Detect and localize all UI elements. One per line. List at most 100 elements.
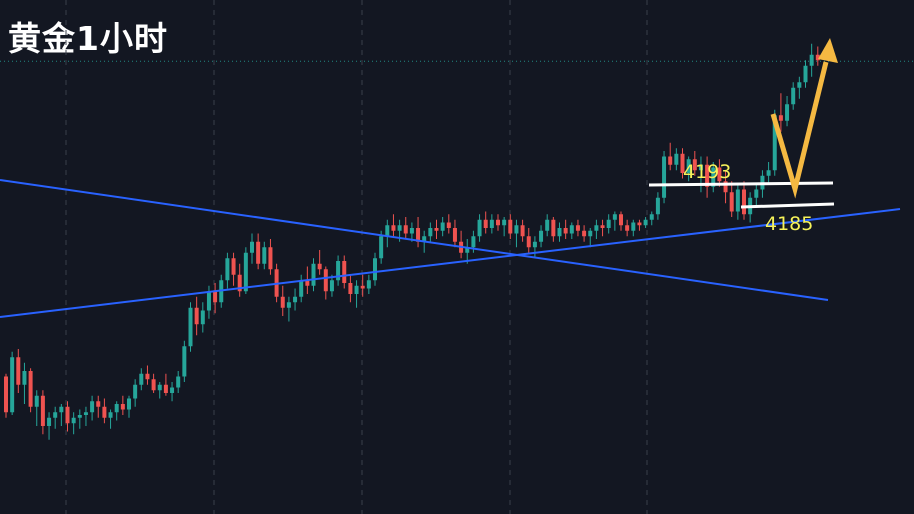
candle-body bbox=[59, 406, 64, 413]
candle-body bbox=[317, 263, 322, 270]
candle-body bbox=[188, 307, 193, 347]
candle-body bbox=[643, 219, 648, 226]
descending-trendline[interactable] bbox=[0, 179, 829, 301]
candle-body bbox=[77, 415, 82, 418]
grid bbox=[65, 0, 648, 514]
candle-body bbox=[655, 197, 660, 215]
candle-body bbox=[477, 219, 482, 237]
candle-body bbox=[34, 395, 39, 407]
candles bbox=[4, 43, 820, 440]
candle-body bbox=[575, 225, 580, 231]
candle-body bbox=[40, 395, 45, 426]
level-line-4185[interactable] bbox=[740, 202, 835, 209]
candle-body bbox=[686, 159, 691, 173]
candle-body bbox=[440, 222, 445, 231]
candle-body bbox=[502, 219, 507, 226]
candle-body bbox=[145, 373, 150, 380]
candle-body bbox=[342, 261, 347, 283]
level-label-4193: 4193 bbox=[683, 161, 731, 183]
candle-body bbox=[778, 115, 783, 121]
candle-body bbox=[366, 280, 371, 289]
projection-arrowhead bbox=[818, 38, 838, 63]
candle-body bbox=[785, 104, 790, 121]
candle-body bbox=[262, 247, 267, 264]
candle-body bbox=[471, 236, 476, 248]
candle-body bbox=[717, 167, 722, 182]
candle-body bbox=[139, 373, 144, 385]
candle-body bbox=[434, 228, 439, 231]
candle-body bbox=[373, 258, 377, 281]
candle-body bbox=[631, 222, 636, 231]
candle-body bbox=[698, 164, 703, 171]
candle-body bbox=[612, 214, 617, 220]
candle-body bbox=[243, 252, 248, 292]
candle-body bbox=[176, 376, 181, 388]
candle-body bbox=[237, 274, 242, 292]
candle-body bbox=[47, 417, 52, 426]
candle-body bbox=[711, 167, 716, 187]
candle-body bbox=[539, 230, 544, 242]
candle-body bbox=[225, 258, 230, 281]
candle-body bbox=[397, 225, 402, 231]
candle-body bbox=[692, 159, 697, 171]
candle-body bbox=[649, 214, 654, 220]
projection-arrow bbox=[770, 61, 829, 199]
candle-body bbox=[348, 283, 353, 294]
candle-body bbox=[83, 412, 88, 415]
candle-body bbox=[170, 387, 175, 393]
candle-body bbox=[10, 357, 15, 413]
candle-body bbox=[754, 189, 759, 198]
candle-body bbox=[65, 406, 70, 424]
candle-body bbox=[508, 219, 513, 234]
candle-body bbox=[108, 412, 113, 418]
candle-body bbox=[329, 280, 334, 292]
candle-body bbox=[668, 156, 673, 165]
candle-body bbox=[545, 219, 550, 231]
candle-body bbox=[680, 153, 685, 173]
candle-body bbox=[120, 404, 125, 410]
candle-body bbox=[600, 225, 605, 228]
candle-body bbox=[391, 225, 396, 231]
level-line-4193[interactable] bbox=[648, 181, 834, 187]
candle-body bbox=[557, 228, 562, 237]
chart-title: 黄金1小时 bbox=[8, 19, 168, 58]
candle-body bbox=[114, 404, 119, 413]
candle-body bbox=[563, 228, 568, 234]
candle-body bbox=[526, 236, 531, 248]
candle-body bbox=[71, 417, 76, 424]
candle-body bbox=[403, 225, 408, 234]
candle-body bbox=[96, 401, 101, 407]
candle-body bbox=[409, 228, 414, 234]
candle-body bbox=[127, 398, 131, 410]
ascending-trendline[interactable] bbox=[0, 208, 901, 318]
candle-body bbox=[742, 189, 746, 215]
candle-body bbox=[194, 307, 199, 325]
candle-body bbox=[231, 258, 236, 275]
candle-body bbox=[619, 214, 623, 226]
candle-body bbox=[772, 115, 777, 171]
candle-body bbox=[582, 230, 587, 237]
candle-body bbox=[766, 170, 771, 176]
candle-body bbox=[213, 291, 218, 303]
candle-body bbox=[606, 219, 611, 228]
candle-body bbox=[520, 225, 525, 237]
candle-body bbox=[182, 346, 187, 377]
candle-body bbox=[452, 228, 457, 242]
candle-body bbox=[250, 241, 254, 253]
candle-body bbox=[483, 219, 488, 228]
candle-body bbox=[551, 219, 556, 237]
candle-body bbox=[815, 54, 820, 61]
candle-body bbox=[256, 241, 261, 264]
candle-body bbox=[90, 401, 95, 413]
candle-body bbox=[379, 236, 384, 259]
candle-body bbox=[489, 219, 494, 228]
candle-body bbox=[4, 376, 8, 413]
candle-body bbox=[293, 296, 298, 303]
candle-body bbox=[323, 269, 328, 292]
candle-body bbox=[286, 302, 291, 308]
candle-body bbox=[416, 228, 421, 242]
candle-body bbox=[385, 225, 390, 237]
candle-body bbox=[594, 225, 599, 231]
